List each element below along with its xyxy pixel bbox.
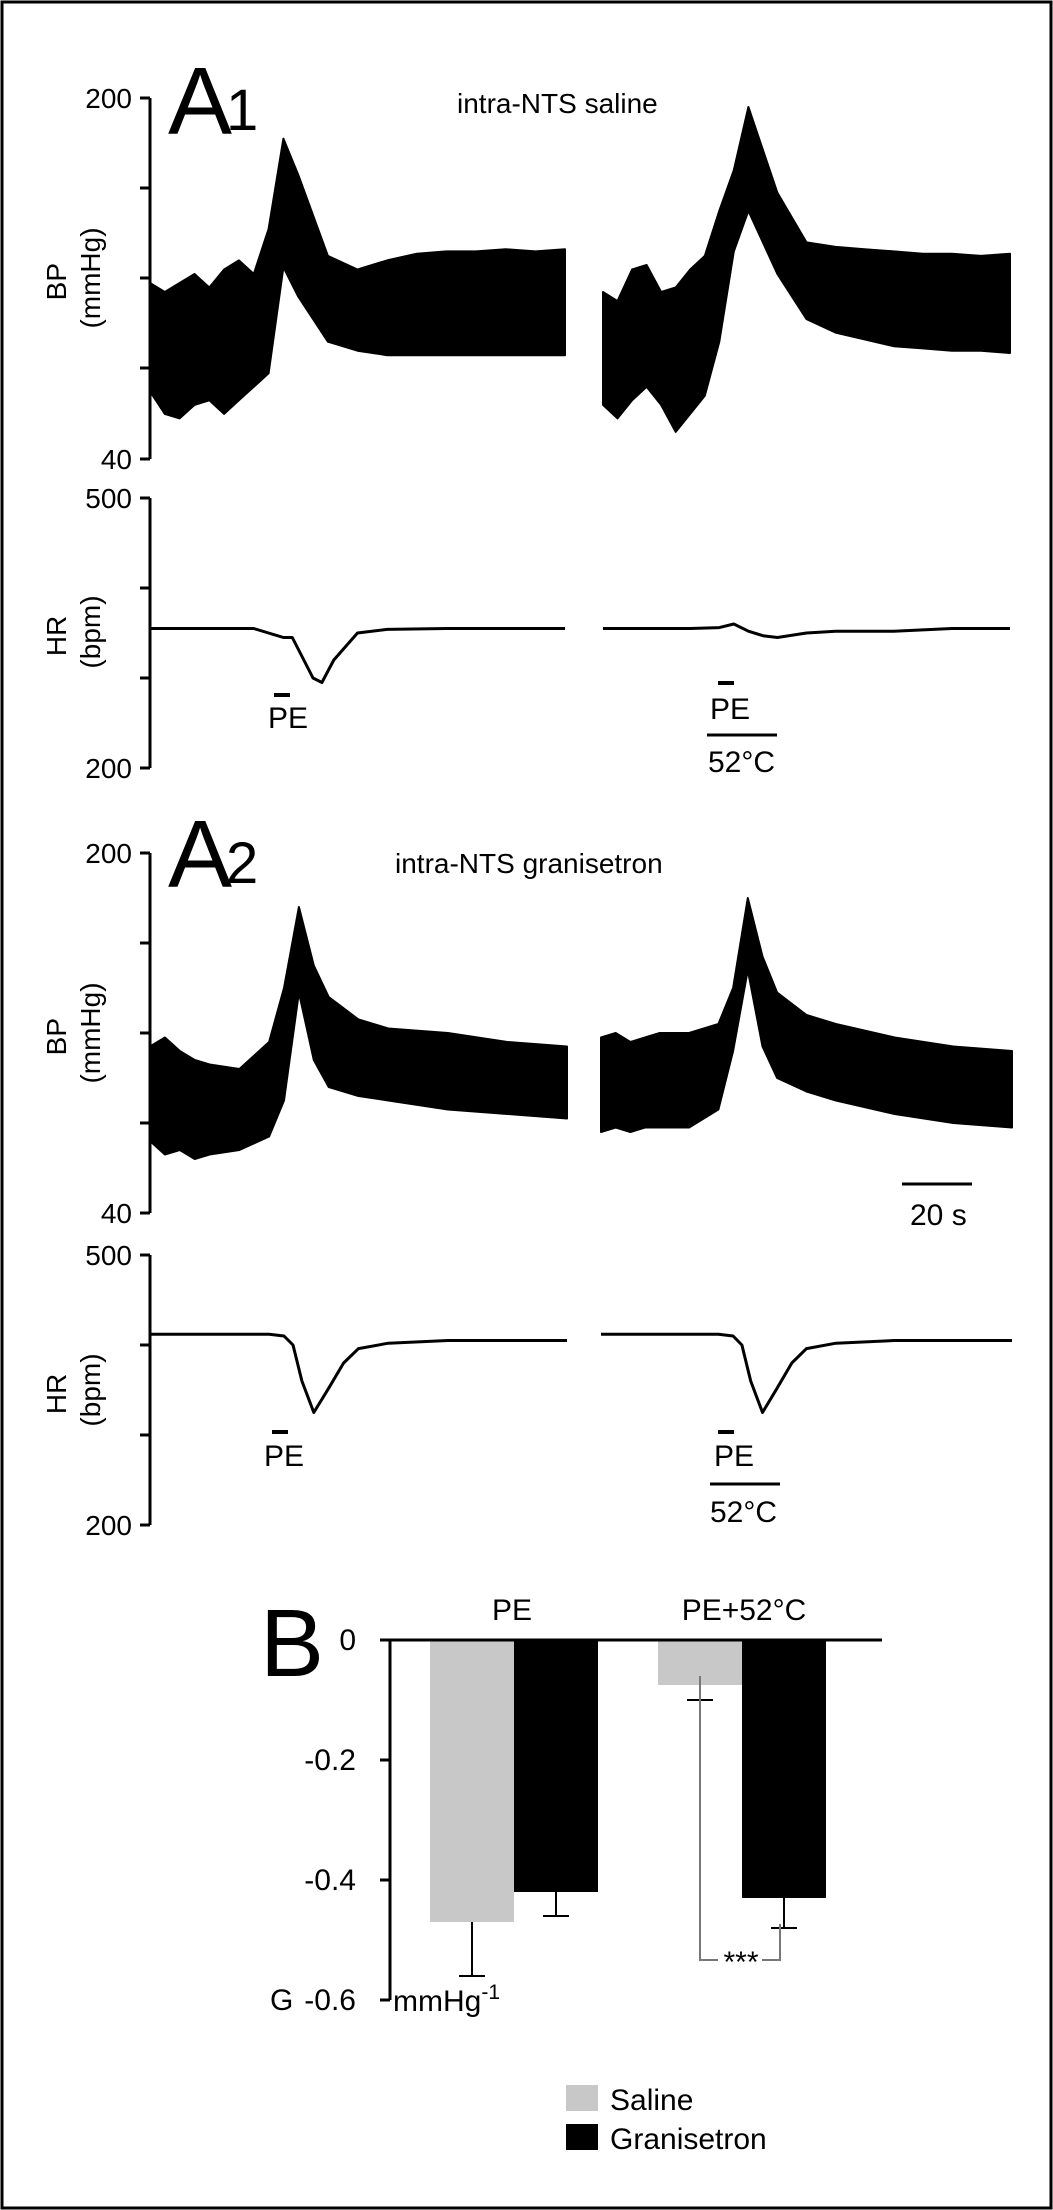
a2-heat-label: 52°C <box>710 1496 777 1529</box>
a2-pe-label-left: PE <box>264 1440 304 1473</box>
bp-trace-band <box>149 137 566 420</box>
a1-bp-tick-label-bottom: 40 <box>101 444 132 475</box>
panel-a2-sub: 2 <box>226 831 258 896</box>
hr-trace-line <box>601 1332 1012 1414</box>
panel-a1: A 1 intra-NTS saline 200 40 BP (mmHg) 50… <box>41 48 1011 784</box>
bar-saline <box>430 1640 514 1922</box>
a2-hr-ylabel: HR (bpm) <box>41 1353 106 1426</box>
a1-pe-label-right: PE <box>710 693 750 726</box>
panel-a1-letter: A <box>168 48 232 155</box>
a2-pe-label-right: PE <box>714 1440 754 1473</box>
a2-hr-ylabel-line1: HR <box>41 1374 72 1414</box>
b-tick-label-0: 0 <box>339 1624 356 1657</box>
legend-label-granisetron: Granisetron <box>610 2123 767 2156</box>
panel-b-letter: B <box>260 1590 324 1697</box>
hr-trace-line <box>603 622 1010 639</box>
a2-bp-tick-label-bottom: 40 <box>101 1198 132 1229</box>
a2-bp-ylabel-line2: (mmHg) <box>75 982 106 1083</box>
b-tick-label-minus-0-4: -0.4 <box>304 1864 356 1897</box>
b-tick-label-minus-0-2: -0.2 <box>304 1744 356 1777</box>
a1-bp-ylabel: BP (mmHg) <box>41 227 106 328</box>
a1-hr-ylabel: HR (bpm) <box>41 595 106 668</box>
bp-trace-band <box>149 906 568 1160</box>
a1-hr-traces <box>150 622 1010 684</box>
b-unit-superscript: -1 <box>481 1981 500 2004</box>
a2-bp-ylabel-line1: BP <box>41 1018 72 1055</box>
a2-bp-tick-label-top: 200 <box>85 838 132 869</box>
b-significance-bracket <box>699 1676 781 1961</box>
b-unit-base: mmHg <box>393 1985 481 2018</box>
a1-hr-ylabel-line2: (bpm) <box>75 595 106 668</box>
a1-hr-tick-label-top: 500 <box>85 483 132 514</box>
legend-swatch-saline <box>566 2085 598 2111</box>
a1-hr-ylabel-line1: HR <box>41 616 72 656</box>
panel-b: B PE PE+52°C 0 -0.2 -0.4 -0.6 G mmHg-1 *… <box>260 1590 882 2156</box>
bar-granisetron <box>742 1640 826 1898</box>
b-ylabel-g: G <box>270 1984 293 2017</box>
panel-a1-condition: intra-NTS saline <box>457 88 658 119</box>
a1-bp-ylabel-line1: BP <box>41 263 72 300</box>
bar-granisetron <box>514 1640 598 1892</box>
legend-label-saline: Saline <box>610 2084 693 2117</box>
a1-bp-ylabel-line2: (mmHg) <box>75 227 106 328</box>
a2-bp-ylabel: BP (mmHg) <box>41 982 106 1083</box>
panel-a1-sub: 1 <box>226 78 258 143</box>
b-category-label-pe: PE <box>492 1594 532 1627</box>
b-significance-label: *** <box>723 1946 758 1979</box>
a1-bp-traces <box>149 106 1011 433</box>
bp-trace-band <box>602 106 1011 433</box>
a2-hr-traces <box>150 1332 1012 1414</box>
hr-trace-line <box>150 1332 567 1414</box>
a2-hr-tick-label-top: 500 <box>85 1240 132 1271</box>
a2-hr-tick-label-bottom: 200 <box>85 1510 132 1541</box>
hr-trace-line <box>150 627 565 684</box>
a1-hr-tick-label-bottom: 200 <box>85 753 132 784</box>
panel-a2: A 2 intra-NTS granisetron 200 40 BP (mmH… <box>41 801 1013 1541</box>
b-unit: mmHg-1 <box>393 1981 500 2018</box>
b-bars <box>430 1640 826 1977</box>
a1-heat-label: 52°C <box>708 746 775 779</box>
a2-bp-traces <box>149 897 1013 1160</box>
b-category-label-pe52: PE+52°C <box>682 1594 807 1627</box>
bp-trace-band <box>600 897 1013 1133</box>
a1-bp-tick-label-top: 200 <box>85 83 132 114</box>
b-tick-label-minus-0-6: -0.6 <box>304 1984 356 2017</box>
panel-a2-condition: intra-NTS granisetron <box>395 848 663 879</box>
legend-swatch-granisetron <box>566 2124 598 2150</box>
panel-a2-letter: A <box>168 801 232 908</box>
a2-hr-ylabel-line2: (bpm) <box>75 1353 106 1426</box>
a1-pe-label-left: PE <box>268 702 308 735</box>
a2-scale-bar-label: 20 s <box>910 1199 967 1232</box>
